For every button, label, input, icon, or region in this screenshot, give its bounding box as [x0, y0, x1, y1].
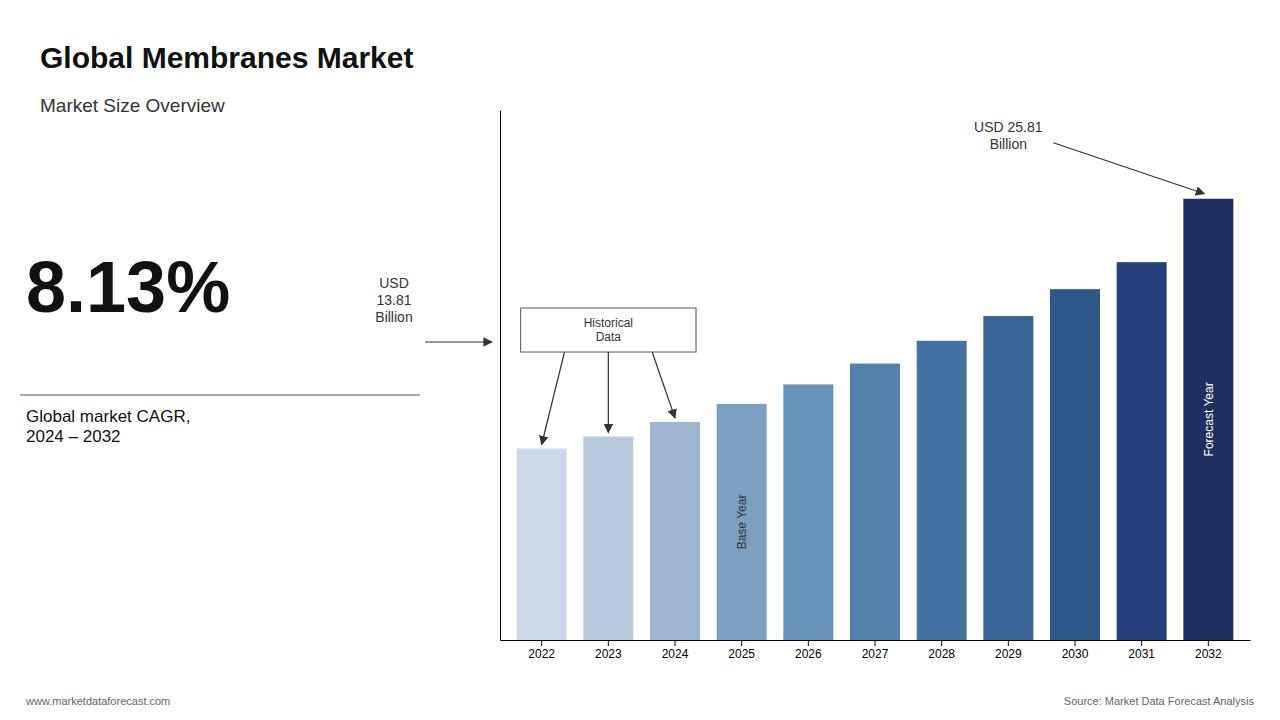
tick: 2024: [662, 640, 689, 661]
cagr-label: Global market CAGR,2024 – 2032: [26, 407, 190, 446]
bar: [983, 316, 1033, 640]
tick-mark: [541, 640, 542, 646]
tick-mark: [808, 640, 809, 646]
tick-mark: [875, 640, 876, 646]
text-line: Billion: [990, 136, 1027, 152]
bar: [717, 404, 767, 640]
tick-mark: [941, 640, 942, 646]
bar: [1050, 289, 1100, 640]
tick-label: 2027: [862, 647, 889, 661]
cagr: 8.13%: [26, 247, 230, 327]
tick: 2023: [595, 640, 622, 661]
text-line: Historical: [584, 316, 633, 330]
tick: 2031: [1128, 640, 1155, 661]
tick: 2030: [1062, 640, 1089, 661]
chart: 2022 2023 2024 2025 2026 2027 2028 2029 2030 2031…: [0, 0, 1280, 720]
tick-mark: [608, 640, 609, 646]
tick: 2028: [928, 640, 955, 661]
footer: www.marketdataforecast.com: [25, 695, 170, 707]
annotation-box: [521, 308, 696, 352]
annotation: HistoricalData: [584, 316, 633, 344]
tick: 2032: [1195, 640, 1222, 661]
tick-mark: [741, 640, 742, 646]
text-line: Global market CAGR,: [26, 407, 190, 426]
tick-label: 2030: [1062, 647, 1089, 661]
side-panel: Global Membranes Market Market Size Overv…: [20, 41, 420, 446]
tick-label: 2023: [595, 647, 622, 661]
divider: [20, 395, 420, 396]
tick: 2022: [528, 640, 555, 661]
bar: [583, 437, 633, 640]
tick-label: 2026: [795, 647, 822, 661]
tick-label: 2031: [1128, 647, 1155, 661]
tick-label: 2024: [662, 647, 689, 661]
y-axis: [500, 111, 501, 641]
annotation-arrow: [1053, 143, 1204, 194]
tick: 2027: [862, 640, 889, 661]
annotation-arrow: [542, 352, 565, 445]
text-line: Billion: [375, 309, 412, 325]
footer: Source: Market Data Forecast Analysis: [1064, 695, 1255, 707]
bar: [1117, 262, 1167, 640]
text-line: Data: [596, 330, 622, 344]
bar: [917, 341, 967, 640]
tick-mark: [1008, 640, 1009, 646]
bars: [517, 199, 1234, 640]
annotation: USD13.81Billion: [375, 275, 412, 325]
tick: 2029: [995, 640, 1022, 661]
annotation: USD 25.81Billion: [974, 119, 1043, 152]
bar: [517, 449, 567, 640]
tick: 2025: [728, 640, 755, 661]
tick-mark: [1208, 640, 1209, 646]
annotation-arrow: [425, 341, 492, 342]
bar: [850, 364, 900, 640]
annotation-arrow: [652, 352, 675, 418]
bar: [1183, 199, 1233, 640]
text-line: 13.81: [376, 292, 411, 308]
text-line: 2024 – 2032: [26, 427, 121, 446]
tick-mark: [1141, 640, 1142, 646]
tick: 2026: [795, 640, 822, 661]
subtitle: Market Size Overview: [40, 95, 225, 116]
tick-label: 2028: [928, 647, 955, 661]
tick-label: 2025: [728, 647, 755, 661]
text-line: USD: [379, 275, 409, 291]
bar: [650, 422, 700, 640]
text-line: USD 25.81: [974, 119, 1043, 135]
bar-annotation: Base Year: [735, 495, 749, 550]
tick-label: 2022: [528, 647, 555, 661]
bar-annotation: Forecast Year: [1202, 382, 1216, 456]
bar: [783, 384, 833, 640]
title: Global Membranes Market: [40, 41, 413, 74]
x-axis: 2022 2023 2024 2025 2026 2027 2028 2029 2030 2031…: [501, 640, 1251, 661]
annotations: HistoricalData Base Year Forecast Year USD …: [375, 119, 1215, 549]
tick-mark: [1075, 640, 1076, 646]
tick-label: 2032: [1195, 647, 1222, 661]
tick-mark: [675, 640, 676, 646]
annotation-arrow: [608, 352, 609, 433]
axis-line: [500, 111, 501, 641]
tick-label: 2029: [995, 647, 1022, 661]
